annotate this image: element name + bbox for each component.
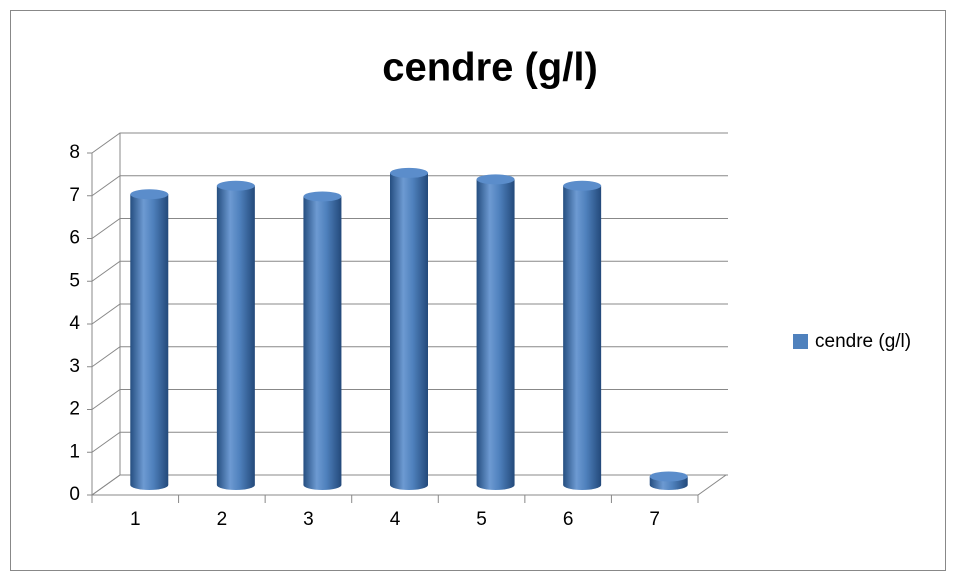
x-tick-label: 4 — [390, 509, 401, 530]
y-tick-label: 4 — [69, 313, 80, 334]
bar-top — [303, 191, 342, 202]
y-tick-label: 5 — [69, 270, 80, 291]
grid-line — [91, 431, 728, 453]
x-tick-label: 1 — [130, 509, 141, 530]
grid-line — [91, 474, 728, 496]
x-tick-label: 2 — [217, 509, 228, 530]
y-tick-label: 6 — [69, 228, 80, 249]
bar-top — [390, 167, 428, 178]
y-tick-label: 8 — [69, 142, 80, 163]
grid-line — [91, 260, 728, 282]
grid-line — [91, 303, 728, 325]
bar — [216, 185, 255, 490]
x-tick-label: 3 — [303, 509, 314, 530]
bar-top — [563, 180, 602, 191]
y-tick-label: 1 — [69, 441, 80, 462]
bar — [563, 185, 602, 490]
grid-line — [91, 346, 728, 368]
bar — [476, 179, 515, 490]
chart-title: cendre (g/l) — [382, 46, 598, 90]
plot-area: 0 1 2 3 4 5 6 7 8 1 2 3 4 5 6 7 — [69, 132, 728, 530]
bar — [390, 172, 428, 491]
x-tick-label: 6 — [563, 509, 574, 530]
y-tick-label: 7 — [69, 185, 80, 206]
bar — [303, 196, 342, 490]
x-tick-label: 5 — [476, 509, 487, 530]
legend-swatch — [793, 334, 808, 349]
grid-line — [91, 132, 728, 154]
x-tick-label: 7 — [649, 509, 660, 530]
grid-line — [91, 218, 728, 239]
bar-top — [216, 180, 255, 191]
bar-top — [476, 174, 515, 185]
y-tick-label: 2 — [69, 399, 80, 420]
y-tick-label: 0 — [69, 484, 80, 505]
bar-top — [130, 189, 169, 200]
y-tick-label: 3 — [69, 356, 80, 377]
bar — [130, 194, 169, 491]
bar-top — [649, 471, 688, 482]
legend-label: cendre (g/l) — [815, 331, 911, 352]
grid-line — [91, 389, 728, 410]
grid-line — [91, 175, 728, 197]
